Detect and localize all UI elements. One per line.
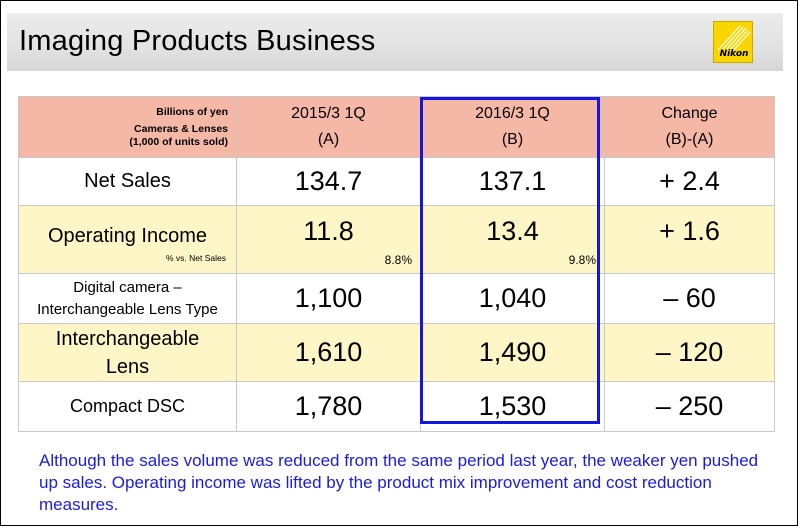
table-row-interchangeable-lens: Interchangeable Lens 1,610 1,490 – 120 (18, 323, 775, 382)
column-change-formula: (B)-(A) (665, 131, 714, 148)
value-change-cell: + 1.6 (604, 205, 775, 274)
column-a-label: (A) (317, 131, 340, 148)
value-a: 1,610 (236, 323, 421, 382)
page-title: Imaging Products Business (19, 25, 376, 57)
value-a: 1,780 (236, 381, 421, 432)
row-label-line-2: Interchangeable Lens Type (37, 300, 218, 318)
table-header-row: Billions of yen Cameras & Lenses (1,000 … (18, 96, 775, 158)
column-a-period: 2015/3 1Q (291, 105, 366, 122)
title-bar: Imaging Products Business (7, 13, 783, 71)
row-label-line-1: Digital camera – (73, 278, 182, 296)
value-a: 134.7 (236, 157, 421, 206)
value-change: + 1.6 (659, 216, 720, 246)
row-note: % vs. Net Sales (166, 252, 226, 263)
row-label-cell: Operating Income % vs. Net Sales (18, 205, 237, 274)
value-a: 11.8 (303, 216, 354, 246)
value-b: 1,490 (420, 323, 605, 382)
column-b-period: 2016/3 1Q (475, 105, 550, 122)
row-label: Net Sales (18, 157, 237, 206)
value-b: 13.4 (486, 216, 539, 246)
column-header-b: 2016/3 1Q (B) (420, 96, 605, 158)
value-b: 137.1 (420, 157, 605, 206)
row-label-cell: Interchangeable Lens (18, 323, 237, 382)
row-label-line-1: Interchangeable (55, 327, 200, 350)
value-b: 1,040 (420, 273, 605, 324)
column-change-title: Change (661, 105, 718, 122)
table-row-net-sales: Net Sales 134.7 137.1 + 2.4 (18, 157, 775, 206)
table-row-digital-camera: Digital camera – Interchangeable Lens Ty… (18, 273, 775, 324)
units-line-3: (1,000 of units sold) (129, 135, 228, 148)
value-a: 1,100 (236, 273, 421, 324)
column-header-a: 2015/3 1Q (A) (236, 96, 421, 158)
value-change: – 120 (604, 323, 775, 382)
value-change: + 2.4 (604, 157, 775, 206)
row-label-cell: Digital camera – Interchangeable Lens Ty… (18, 273, 237, 324)
table-row-operating-income: Operating Income % vs. Net Sales 11.8 8.… (18, 205, 775, 274)
logo-text: Nikon (719, 49, 749, 59)
value-b-cell: 13.4 9.8% (420, 205, 605, 274)
units-line-1: Billions of yen (156, 105, 228, 118)
value-b: 1,530 (420, 381, 605, 432)
logo-rays-icon (717, 25, 751, 51)
column-header-change: Change (B)-(A) (604, 96, 775, 158)
column-b-label: (B) (501, 131, 524, 148)
margin-a: 8.8% (384, 253, 412, 267)
units-legend-cell: Billions of yen Cameras & Lenses (1,000 … (18, 96, 237, 158)
value-change: – 250 (604, 381, 775, 432)
table-row-compact-dsc: Compact DSC 1,780 1,530 – 250 (18, 381, 775, 432)
nikon-logo: Nikon (713, 21, 753, 63)
summary-text: Although the sales volume was reduced fr… (39, 451, 759, 514)
value-change: – 60 (604, 273, 775, 324)
margin-b: 9.8% (568, 253, 596, 267)
row-label-line-2: Lens (105, 355, 150, 378)
units-line-2: Cameras & Lenses (134, 122, 228, 135)
row-label: Compact DSC (18, 381, 237, 432)
row-label: Operating Income (48, 224, 207, 247)
results-table: Billions of yen Cameras & Lenses (1,000 … (18, 96, 775, 432)
value-a-cell: 11.8 8.8% (236, 205, 421, 274)
